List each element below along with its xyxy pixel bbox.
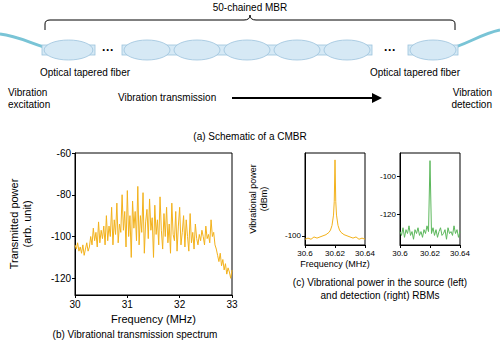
svg-text:Optical tapered fiber: Optical tapered fiber bbox=[370, 67, 461, 78]
svg-text:···: ··· bbox=[384, 43, 396, 57]
svg-text:(arb. unit): (arb. unit) bbox=[21, 200, 33, 247]
svg-text:50-chained MBR: 50-chained MBR bbox=[213, 2, 287, 13]
svg-text:30.64: 30.64 bbox=[355, 249, 376, 258]
svg-text:-100: -100 bbox=[380, 172, 397, 181]
svg-text:Optical tapered fiber: Optical tapered fiber bbox=[40, 67, 131, 78]
svg-text:-120: -120 bbox=[51, 273, 71, 284]
svg-text:30.6: 30.6 bbox=[392, 249, 408, 258]
svg-text:30.62: 30.62 bbox=[420, 249, 441, 258]
svg-text:(a) Schematic of a CMBR: (a) Schematic of a CMBR bbox=[193, 131, 306, 142]
svg-text:-120: -120 bbox=[380, 210, 397, 219]
svg-text:30.6: 30.6 bbox=[297, 249, 313, 258]
svg-text:Transmitted power: Transmitted power bbox=[8, 178, 20, 269]
svg-text:33: 33 bbox=[226, 299, 238, 310]
svg-text:Frequency (MHz): Frequency (MHz) bbox=[111, 313, 196, 325]
svg-text:-100: -100 bbox=[285, 231, 302, 240]
html-text:and detection (right) RBMs: and detection (right) RBMs bbox=[320, 290, 440, 301]
html-text:(b) Vibrational transmission s: (b) Vibrational transmission spectrum bbox=[52, 329, 218, 340]
svg-text:(dBm): (dBm) bbox=[259, 187, 269, 212]
svg-text:Vibration: Vibration bbox=[453, 87, 492, 98]
svg-text:-80: -80 bbox=[57, 189, 72, 200]
svg-text:Vibration: Vibration bbox=[8, 87, 47, 98]
svg-text:Vibrational power: Vibrational power bbox=[248, 164, 258, 233]
svg-text:detection: detection bbox=[451, 99, 492, 110]
svg-text:30.62: 30.62 bbox=[325, 249, 346, 258]
svg-text:excitation: excitation bbox=[8, 99, 50, 110]
svg-text:31: 31 bbox=[122, 299, 134, 310]
svg-text:30: 30 bbox=[69, 299, 81, 310]
svg-text:-100: -100 bbox=[51, 231, 71, 242]
svg-text:···: ··· bbox=[102, 43, 114, 57]
svg-text:30.64: 30.64 bbox=[450, 249, 471, 258]
html-text:(c) Vibrational power in the s: (c) Vibrational power in the source (lef… bbox=[292, 277, 468, 288]
svg-text:Frequency (MHz): Frequency (MHz) bbox=[300, 259, 370, 269]
svg-text:32: 32 bbox=[174, 299, 186, 310]
svg-text:Vibration transmission: Vibration transmission bbox=[118, 92, 216, 103]
svg-text:-60: -60 bbox=[57, 148, 72, 159]
